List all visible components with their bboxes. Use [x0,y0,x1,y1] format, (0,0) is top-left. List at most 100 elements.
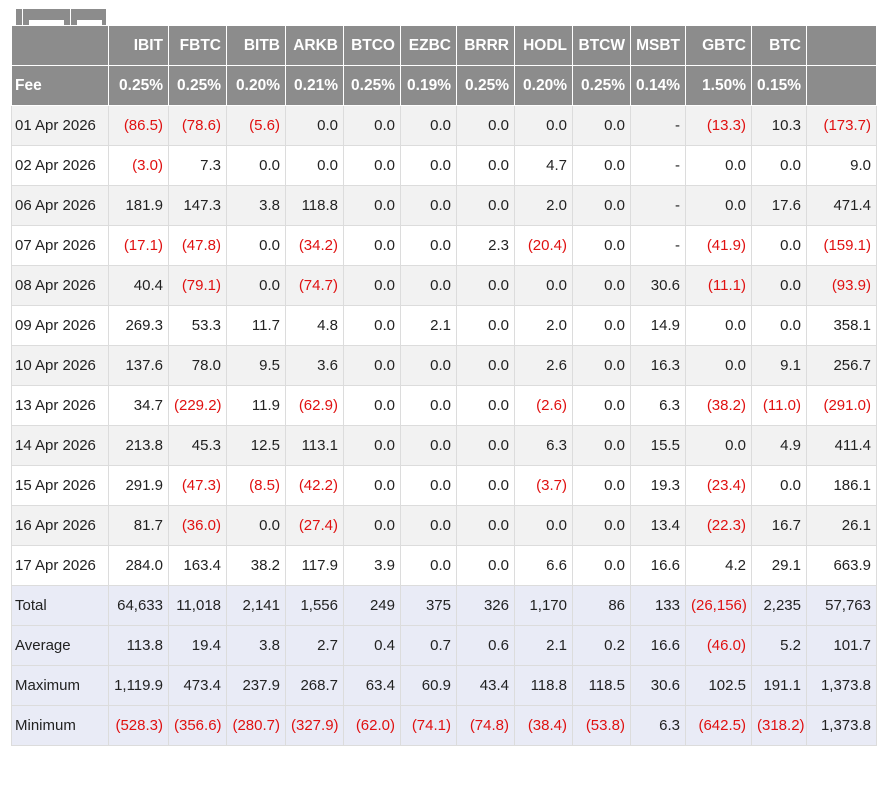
flow-value: (38.2) [685,385,752,426]
flow-value: 6.3 [514,425,573,466]
flow-value: (22.3) [685,505,752,546]
flow-value: 0.0 [456,465,515,506]
flow-value: 0.0 [572,305,631,346]
flow-value: (173.7) [806,105,877,146]
data-row: 07 Apr 2026 (17.1) (47.8) 0.0 (34.2) 0.0 0.0 2.… [11,225,877,266]
summary-value: (528.3) [108,705,169,746]
date: 01 Apr 2026 [11,105,109,146]
date: 14 Apr 2026 [11,425,109,466]
flow-value: 0.0 [343,425,401,466]
flow-value: (3.7) [514,465,573,506]
fee: 0.20% [226,65,286,106]
summary-value: 237.9 [226,665,286,706]
flow-value: 4.7 [514,145,573,186]
summary-value: 3.8 [226,625,286,666]
data-row: 06 Apr 2026 181.9 147.3 3.8 118.8 0.0 0.0 0.0 2.… [11,185,877,226]
flow-value: 0.0 [456,505,515,546]
flow-value: 0.0 [285,145,344,186]
fee: 1.50% [685,65,752,106]
summary-value: 118.8 [514,665,573,706]
flow-value: 213.8 [108,425,169,466]
summary-value: 191.1 [751,665,807,706]
flow-value: 0.0 [751,265,807,306]
flow-value: (13.3) [685,105,752,146]
flow-value: 15.5 [630,425,686,466]
flow-value: 0.0 [572,105,631,146]
flow-value: 2.1 [400,305,457,346]
summary-value: 2,141 [226,585,286,626]
flow-value: 0.0 [400,185,457,226]
flow-value: 471.4 [806,185,877,226]
flow-value: (8.5) [226,465,286,506]
flow-value: 0.0 [226,145,286,186]
summary-value: 2.7 [285,625,344,666]
summary-value: (327.9) [285,705,344,746]
ticker: IBIT [108,25,169,66]
summary-value: 63.4 [343,665,401,706]
summary-value: 30.6 [630,665,686,706]
flow-value: 10.3 [751,105,807,146]
flow-value: 0.0 [400,265,457,306]
ticker: BTCW [572,25,631,66]
summary-value: (38.4) [514,705,573,746]
flow-value: 38.2 [226,545,286,586]
flow-value: 0.0 [456,345,515,386]
flow-value: (41.9) [685,225,752,266]
flow-value: 81.7 [108,505,169,546]
flow-value: 40.4 [108,265,169,306]
flow-value: - [630,225,686,266]
flow-value: 14.9 [630,305,686,346]
flow-value: 2.0 [514,185,573,226]
flow-value: - [630,145,686,186]
flow-value: 11.7 [226,305,286,346]
summary-value: 43.4 [456,665,515,706]
flow-value: 0.0 [456,425,515,466]
date: 16 Apr 2026 [11,505,109,546]
flow-value: 0.0 [400,345,457,386]
flow-value: 0.0 [456,305,515,346]
fee: 0.15% [751,65,807,106]
flow-value: 0.0 [400,465,457,506]
data-row: 16 Apr 2026 81.7 (36.0) 0.0 (27.4) 0.0 0.0 0.0 0… [11,505,877,546]
ticker: EZBC [400,25,457,66]
summary-value: 2,235 [751,585,807,626]
flow-value: 34.7 [108,385,169,426]
data-row: 13 Apr 2026 34.7 (229.2) 11.9 (62.9) 0.0 0.0 0.… [11,385,877,426]
summary-label: Average [11,625,109,666]
ticker-row: IBIT FBTC BITB ARKB BTCO EZBC BRRR HODL BTCW MSBT… [11,25,877,66]
flow-value: 16.3 [630,345,686,386]
flow-value: 186.1 [806,465,877,506]
flow-value: 3.6 [285,345,344,386]
summary-value: 113.8 [108,625,169,666]
flow-value: 3.8 [226,185,286,226]
summary-value: 326 [456,585,515,626]
flows-table: BlackRockFidelityBitwiseARK INVESTInvesc… [11,8,877,746]
date: 17 Apr 2026 [11,545,109,586]
summary-value: 60.9 [400,665,457,706]
flow-value: (47.3) [168,465,227,506]
flow-value: (42.2) [285,465,344,506]
date: 13 Apr 2026 [11,385,109,426]
flow-value: 113.1 [285,425,344,466]
flow-value: 269.3 [108,305,169,346]
flow-value: 0.0 [226,225,286,266]
flow-value: 0.0 [343,505,401,546]
flow-value: 0.0 [685,145,752,186]
flow-value: 0.0 [751,145,807,186]
summary-value: 5.2 [751,625,807,666]
flow-value: 0.0 [572,465,631,506]
flow-value: 0.0 [400,225,457,266]
fee: 0.25% [456,65,515,106]
flow-value: (62.9) [285,385,344,426]
flow-value: (78.6) [168,105,227,146]
flow-value: 0.0 [751,465,807,506]
flow-value: (17.1) [108,225,169,266]
flow-value: 0.0 [685,185,752,226]
flow-value: 0.0 [343,465,401,506]
date: 02 Apr 2026 [11,145,109,186]
flow-value: 9.0 [806,145,877,186]
flow-value: 30.6 [630,265,686,306]
ticker: MSBT [630,25,686,66]
flow-value: 0.0 [400,545,457,586]
summary-value: 19.4 [168,625,227,666]
